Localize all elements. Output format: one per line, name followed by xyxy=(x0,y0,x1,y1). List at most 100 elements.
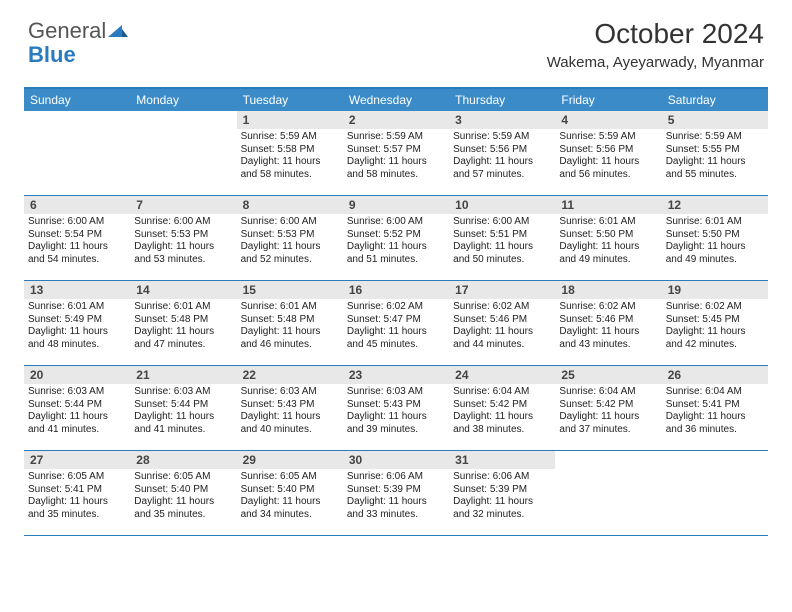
header: General October 2024 Wakema, Ayeyarwady,… xyxy=(0,0,792,79)
day-number: 22 xyxy=(237,366,343,384)
day-body: Sunrise: 6:00 AMSunset: 5:51 PMDaylight:… xyxy=(449,214,555,268)
day-body: Sunrise: 6:03 AMSunset: 5:44 PMDaylight:… xyxy=(130,384,236,438)
calendar: SundayMondayTuesdayWednesdayThursdayFrid… xyxy=(24,87,768,536)
day-cell: 5Sunrise: 5:59 AMSunset: 5:55 PMDaylight… xyxy=(662,111,768,195)
day-number: 4 xyxy=(555,111,661,129)
day-number: 6 xyxy=(24,196,130,214)
day-cell: 19Sunrise: 6:02 AMSunset: 5:45 PMDayligh… xyxy=(662,281,768,365)
logo-text-2: Blue xyxy=(28,42,76,67)
title-block: October 2024 Wakema, Ayeyarwady, Myanmar xyxy=(547,18,764,71)
day-header: Sunday xyxy=(24,89,130,111)
day-body: Sunrise: 5:59 AMSunset: 5:56 PMDaylight:… xyxy=(449,129,555,183)
day-number: 26 xyxy=(662,366,768,384)
day-number: 17 xyxy=(449,281,555,299)
day-number: 19 xyxy=(662,281,768,299)
day-cell: 11Sunrise: 6:01 AMSunset: 5:50 PMDayligh… xyxy=(555,196,661,280)
day-body: Sunrise: 6:01 AMSunset: 5:50 PMDaylight:… xyxy=(555,214,661,268)
day-header: Monday xyxy=(130,89,236,111)
day-cell: 28Sunrise: 6:05 AMSunset: 5:40 PMDayligh… xyxy=(130,451,236,535)
day-number: 25 xyxy=(555,366,661,384)
location: Wakema, Ayeyarwady, Myanmar xyxy=(547,54,764,71)
day-number: 16 xyxy=(343,281,449,299)
day-number: 10 xyxy=(449,196,555,214)
day-cell: 16Sunrise: 6:02 AMSunset: 5:47 PMDayligh… xyxy=(343,281,449,365)
day-cell: 27Sunrise: 6:05 AMSunset: 5:41 PMDayligh… xyxy=(24,451,130,535)
day-cell: 8Sunrise: 6:00 AMSunset: 5:53 PMDaylight… xyxy=(237,196,343,280)
day-number: 28 xyxy=(130,451,236,469)
day-body: Sunrise: 6:05 AMSunset: 5:41 PMDaylight:… xyxy=(24,469,130,523)
day-cell: 10Sunrise: 6:00 AMSunset: 5:51 PMDayligh… xyxy=(449,196,555,280)
day-cell: 13Sunrise: 6:01 AMSunset: 5:49 PMDayligh… xyxy=(24,281,130,365)
day-number: 23 xyxy=(343,366,449,384)
day-number: 27 xyxy=(24,451,130,469)
week-row: 6Sunrise: 6:00 AMSunset: 5:54 PMDaylight… xyxy=(24,196,768,281)
day-body: Sunrise: 6:01 AMSunset: 5:49 PMDaylight:… xyxy=(24,299,130,353)
days-header: SundayMondayTuesdayWednesdayThursdayFrid… xyxy=(24,89,768,111)
day-header: Wednesday xyxy=(343,89,449,111)
day-cell: 14Sunrise: 6:01 AMSunset: 5:48 PMDayligh… xyxy=(130,281,236,365)
day-cell: 4Sunrise: 5:59 AMSunset: 5:56 PMDaylight… xyxy=(555,111,661,195)
day-number: 3 xyxy=(449,111,555,129)
day-body: Sunrise: 6:03 AMSunset: 5:44 PMDaylight:… xyxy=(24,384,130,438)
day-cell: 6Sunrise: 6:00 AMSunset: 5:54 PMDaylight… xyxy=(24,196,130,280)
day-number: 18 xyxy=(555,281,661,299)
logo-icon xyxy=(108,23,128,39)
day-cell xyxy=(662,451,768,535)
day-header: Saturday xyxy=(662,89,768,111)
day-body: Sunrise: 5:59 AMSunset: 5:56 PMDaylight:… xyxy=(555,129,661,183)
week-row: 1Sunrise: 5:59 AMSunset: 5:58 PMDaylight… xyxy=(24,111,768,196)
day-body: Sunrise: 6:02 AMSunset: 5:47 PMDaylight:… xyxy=(343,299,449,353)
logo: General xyxy=(28,18,130,44)
day-body: Sunrise: 6:03 AMSunset: 5:43 PMDaylight:… xyxy=(237,384,343,438)
day-number: 13 xyxy=(24,281,130,299)
day-cell: 21Sunrise: 6:03 AMSunset: 5:44 PMDayligh… xyxy=(130,366,236,450)
day-body: Sunrise: 6:01 AMSunset: 5:48 PMDaylight:… xyxy=(130,299,236,353)
day-number: 14 xyxy=(130,281,236,299)
day-body: Sunrise: 6:00 AMSunset: 5:54 PMDaylight:… xyxy=(24,214,130,268)
day-cell: 20Sunrise: 6:03 AMSunset: 5:44 PMDayligh… xyxy=(24,366,130,450)
day-number: 24 xyxy=(449,366,555,384)
day-number: 8 xyxy=(237,196,343,214)
day-cell: 2Sunrise: 5:59 AMSunset: 5:57 PMDaylight… xyxy=(343,111,449,195)
month-title: October 2024 xyxy=(547,18,764,50)
day-number: 20 xyxy=(24,366,130,384)
day-body: Sunrise: 6:06 AMSunset: 5:39 PMDaylight:… xyxy=(343,469,449,523)
day-number: 31 xyxy=(449,451,555,469)
day-cell: 26Sunrise: 6:04 AMSunset: 5:41 PMDayligh… xyxy=(662,366,768,450)
day-cell xyxy=(555,451,661,535)
day-cell: 30Sunrise: 6:06 AMSunset: 5:39 PMDayligh… xyxy=(343,451,449,535)
day-body: Sunrise: 5:59 AMSunset: 5:57 PMDaylight:… xyxy=(343,129,449,183)
day-number: 2 xyxy=(343,111,449,129)
day-body: Sunrise: 6:03 AMSunset: 5:43 PMDaylight:… xyxy=(343,384,449,438)
day-header: Thursday xyxy=(449,89,555,111)
day-cell: 18Sunrise: 6:02 AMSunset: 5:46 PMDayligh… xyxy=(555,281,661,365)
day-cell: 1Sunrise: 5:59 AMSunset: 5:58 PMDaylight… xyxy=(237,111,343,195)
calendar-body: 1Sunrise: 5:59 AMSunset: 5:58 PMDaylight… xyxy=(24,111,768,536)
day-body: Sunrise: 6:04 AMSunset: 5:42 PMDaylight:… xyxy=(555,384,661,438)
day-number: 1 xyxy=(237,111,343,129)
day-number: 29 xyxy=(237,451,343,469)
day-cell: 15Sunrise: 6:01 AMSunset: 5:48 PMDayligh… xyxy=(237,281,343,365)
day-cell: 17Sunrise: 6:02 AMSunset: 5:46 PMDayligh… xyxy=(449,281,555,365)
day-body: Sunrise: 5:59 AMSunset: 5:55 PMDaylight:… xyxy=(662,129,768,183)
day-body: Sunrise: 6:02 AMSunset: 5:46 PMDaylight:… xyxy=(555,299,661,353)
day-body: Sunrise: 6:01 AMSunset: 5:50 PMDaylight:… xyxy=(662,214,768,268)
day-number: 7 xyxy=(130,196,236,214)
day-number: 30 xyxy=(343,451,449,469)
day-number: 9 xyxy=(343,196,449,214)
day-cell: 7Sunrise: 6:00 AMSunset: 5:53 PMDaylight… xyxy=(130,196,236,280)
day-body: Sunrise: 6:00 AMSunset: 5:53 PMDaylight:… xyxy=(237,214,343,268)
day-body: Sunrise: 6:06 AMSunset: 5:39 PMDaylight:… xyxy=(449,469,555,523)
day-cell: 29Sunrise: 6:05 AMSunset: 5:40 PMDayligh… xyxy=(237,451,343,535)
week-row: 13Sunrise: 6:01 AMSunset: 5:49 PMDayligh… xyxy=(24,281,768,366)
week-row: 27Sunrise: 6:05 AMSunset: 5:41 PMDayligh… xyxy=(24,451,768,536)
day-cell: 31Sunrise: 6:06 AMSunset: 5:39 PMDayligh… xyxy=(449,451,555,535)
day-cell xyxy=(130,111,236,195)
day-number: 5 xyxy=(662,111,768,129)
day-body: Sunrise: 6:02 AMSunset: 5:45 PMDaylight:… xyxy=(662,299,768,353)
day-cell xyxy=(24,111,130,195)
day-body: Sunrise: 6:04 AMSunset: 5:41 PMDaylight:… xyxy=(662,384,768,438)
day-number: 11 xyxy=(555,196,661,214)
day-cell: 12Sunrise: 6:01 AMSunset: 5:50 PMDayligh… xyxy=(662,196,768,280)
day-body: Sunrise: 6:05 AMSunset: 5:40 PMDaylight:… xyxy=(237,469,343,523)
